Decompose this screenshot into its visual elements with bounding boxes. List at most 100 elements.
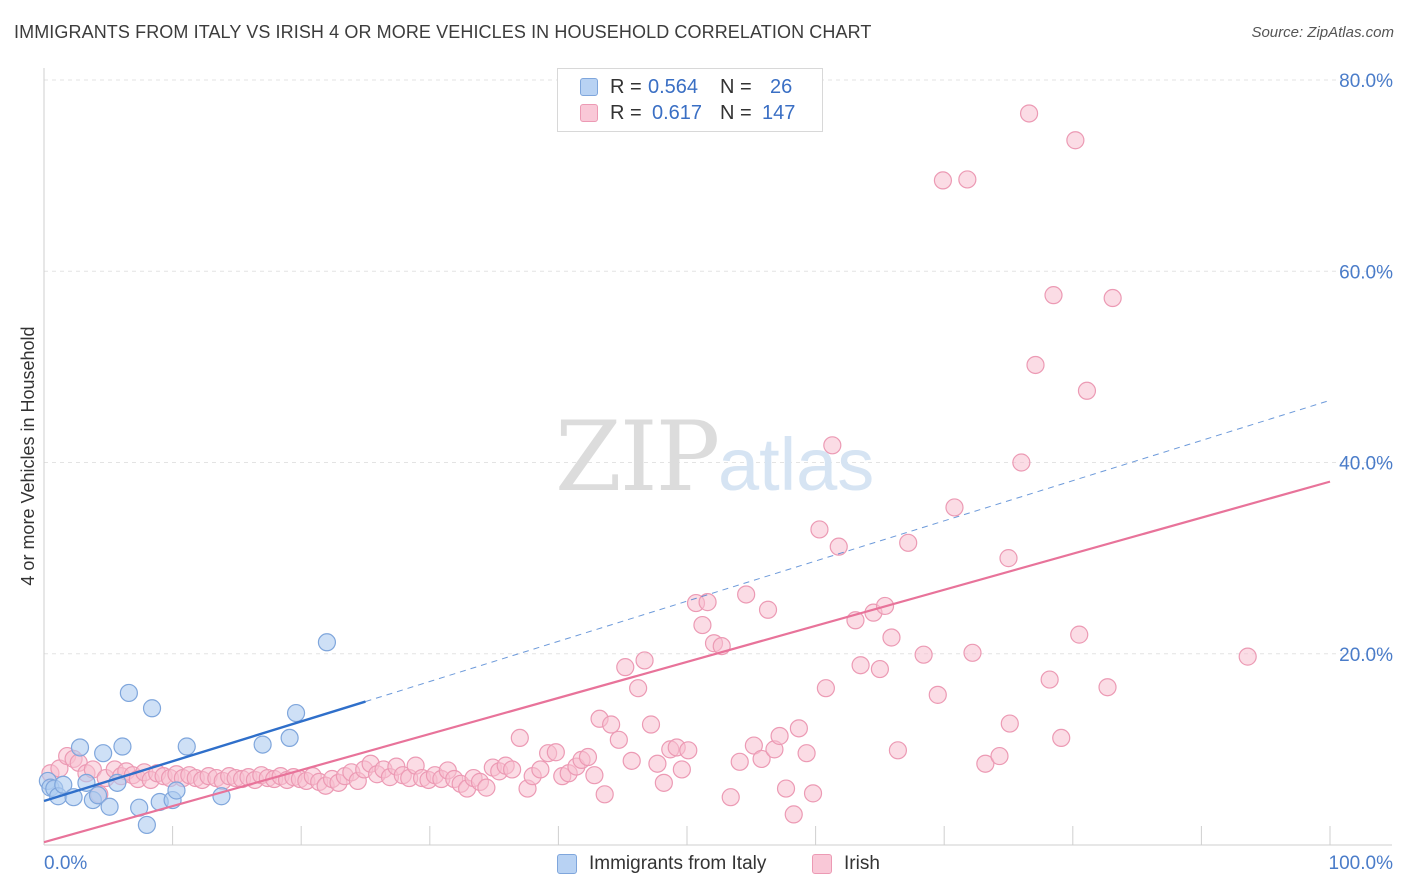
irish-point-88	[616, 658, 635, 677]
irish-point-146	[1070, 625, 1089, 644]
irish-point-145	[1066, 131, 1085, 150]
irish-point-82	[578, 747, 598, 767]
irish-point-111	[770, 726, 789, 746]
irish-point-107	[744, 736, 763, 755]
irish-point-150	[1238, 647, 1257, 666]
italy-point-25	[286, 703, 306, 723]
bottom-swatch-irish	[812, 854, 832, 874]
series-italy	[38, 633, 337, 835]
irish-point-141	[1026, 355, 1045, 375]
chart-title: IMMIGRANTS FROM ITALY VS IRISH 4 OR MORE…	[14, 22, 872, 42]
irish-point-124	[870, 659, 890, 679]
irish-point-75	[531, 760, 550, 779]
italy-point-10	[94, 744, 113, 763]
legend-italy-r-value: 0.564	[648, 75, 699, 98]
italy-point-23	[253, 735, 272, 754]
source-label: Source: ZipAtlas.com	[1251, 24, 1394, 41]
legend-italy-r-label: R =	[610, 75, 642, 98]
watermark-zip: ZIP	[555, 401, 718, 513]
y-axis-label: 4 or more Vehicles in Household	[18, 326, 38, 585]
italy-point-16	[137, 815, 156, 835]
watermark: ZIP atlas	[555, 401, 874, 513]
italy-point-17	[142, 699, 162, 718]
irish-point-93	[648, 754, 667, 773]
legend-italy-n-label: N =	[720, 75, 752, 98]
irish-point-98	[679, 741, 698, 760]
irish-point-97	[672, 760, 691, 779]
irish-point-134	[963, 643, 982, 662]
irish-point-89	[622, 751, 641, 770]
irish-point-129	[914, 645, 933, 664]
series-irish	[41, 104, 1257, 824]
irish-point-94	[654, 773, 673, 792]
irish-point-77	[546, 743, 565, 762]
irish-point-130	[928, 685, 947, 704]
irish-point-115	[797, 744, 816, 763]
legend-swatch-italy	[580, 78, 598, 96]
italy-point-14	[119, 683, 138, 703]
italy-point-11	[100, 797, 119, 816]
irish-point-122	[851, 656, 870, 675]
irish-point-71	[503, 760, 522, 779]
irish-point-116	[803, 784, 823, 803]
tick-labels: 20.0% 40.0% 60.0% 80.0% 0.0% 100.0%	[44, 71, 1393, 874]
irish-point-120	[829, 537, 848, 556]
irish-point-72	[510, 728, 529, 748]
irish-point-138	[1000, 714, 1019, 733]
irish-point-148	[1098, 678, 1117, 697]
irish-point-143	[1044, 286, 1063, 305]
irish-point-86	[602, 715, 621, 734]
italy-point-20	[167, 781, 186, 800]
italy-point-6	[70, 738, 90, 757]
irish-point-144	[1052, 728, 1071, 748]
irish-point-147	[1077, 381, 1097, 400]
irish-point-132	[945, 498, 964, 517]
gridlines	[44, 79, 1392, 655]
italy-point-13	[113, 737, 132, 756]
italy-point-24	[280, 728, 299, 748]
italy-point-26	[317, 633, 337, 652]
italy-point-21	[177, 737, 196, 756]
irish-point-109	[758, 600, 778, 619]
italy-point-9	[88, 786, 108, 805]
irish-point-139	[1012, 453, 1031, 472]
bottom-swatch-italy	[557, 854, 577, 874]
y-tick-label-40: 40.0%	[1339, 454, 1393, 475]
correlation-legend: R = 0.564 N = 26 R = 0.617 N = 147	[557, 68, 823, 132]
irish-point-114	[789, 719, 808, 738]
x-tick-label-min: 0.0%	[44, 853, 87, 874]
irish-point-92	[641, 715, 661, 734]
bottom-legend-italy: Immigrants from Italy	[557, 852, 766, 876]
irish-point-67	[477, 778, 496, 797]
irish-point-131	[933, 171, 953, 190]
irish-point-106	[737, 585, 756, 604]
irish-point-117	[810, 520, 829, 539]
legend-irish-n-label: N =	[720, 101, 752, 124]
bottom-legend-irish-label: Irish	[844, 853, 880, 874]
legend-irish-n-value: 147	[762, 101, 796, 124]
y-tick-label-60: 60.0%	[1339, 262, 1393, 283]
irish-point-108	[752, 749, 771, 769]
irish-point-113	[784, 805, 803, 824]
irish-point-133	[958, 170, 977, 189]
irish-point-87	[609, 730, 628, 749]
irish-point-90	[629, 679, 648, 698]
irish-point-85	[595, 785, 614, 804]
irish-point-142	[1040, 670, 1059, 689]
legend-row-irish: R = 0.617 N = 147	[580, 100, 795, 126]
x-tick-label-max: 100.0%	[1329, 853, 1394, 874]
legend-swatch-irish	[580, 104, 598, 122]
irish-point-126	[882, 628, 901, 647]
italy-trend-line-extended	[365, 399, 1331, 703]
legend-italy-n-value: 26	[770, 75, 793, 98]
irish-trend-line	[43, 480, 1331, 844]
y-tick-label-20: 20.0%	[1339, 645, 1393, 666]
irish-point-119	[823, 436, 842, 455]
legend-irish-r-value: 0.617	[652, 101, 703, 124]
irish-point-137	[999, 549, 1018, 568]
legend-row-italy: R = 0.564 N = 26	[580, 74, 792, 100]
italy-trend-line	[43, 700, 366, 803]
irish-point-101	[698, 593, 717, 612]
axes	[43, 68, 1392, 846]
